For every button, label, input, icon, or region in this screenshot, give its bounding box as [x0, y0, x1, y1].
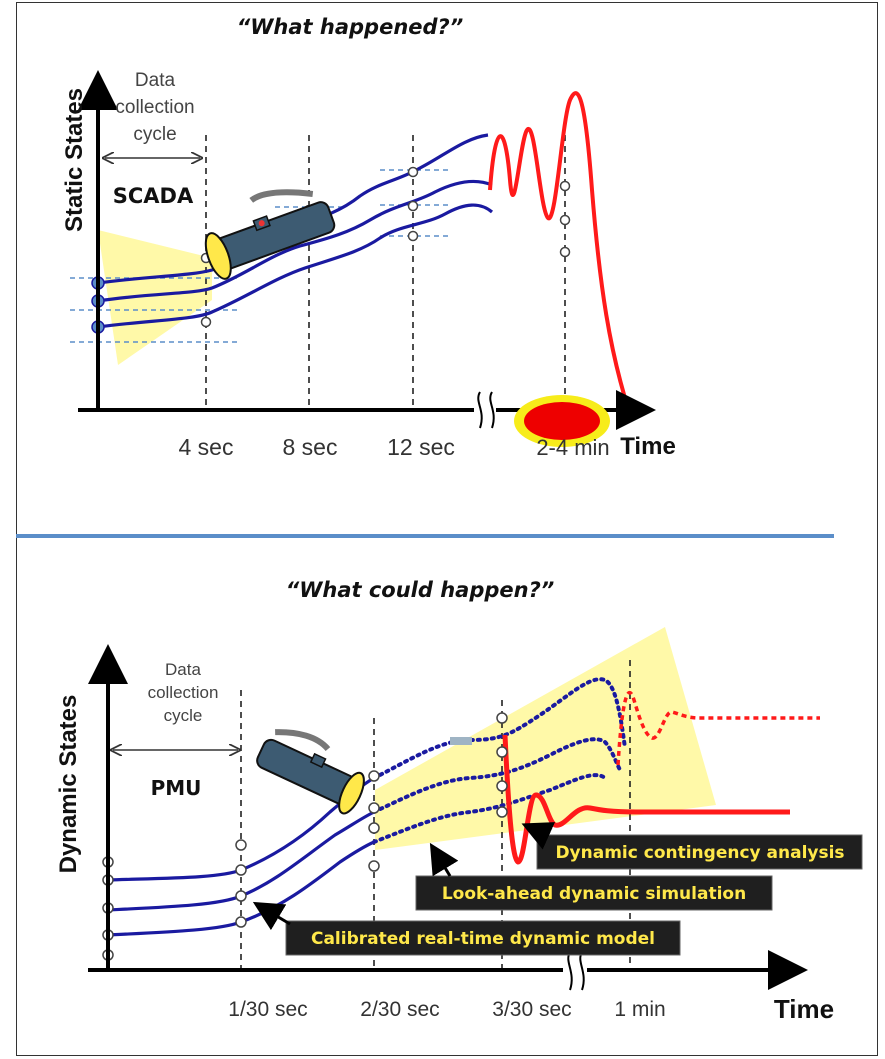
callout-contingency-text: Dynamic contingency analysis [555, 843, 844, 863]
bottom-x-axis-label: Time [774, 994, 834, 1024]
top-tick-label: 12 sec [387, 434, 455, 460]
top-title: “What happened?” [237, 15, 464, 39]
top-cycle-label: Data [135, 70, 176, 91]
bottom-tick-label: 2/30 sec [360, 998, 439, 1021]
top-cycle-label: cycle [133, 124, 176, 145]
callout-lookahead-text: Look-ahead dynamic simulation [442, 884, 746, 904]
bottom-title: “What could happen?” [286, 578, 555, 602]
top-x-axis-label: Time [620, 433, 676, 460]
bottom-samples [102, 712, 508, 961]
top-highlight-spot [524, 402, 600, 440]
top-tick-label: 4 sec [179, 434, 234, 460]
bottom-flashlight-beam [375, 627, 716, 850]
bottom-contingency-dotted [616, 690, 820, 766]
bottom-source-label: PMU [151, 776, 202, 800]
top-source-label: SCADA [113, 184, 194, 208]
callout-contingency: Dynamic contingency analysis [536, 834, 863, 870]
bottom-marker-tab [450, 737, 472, 745]
callout-calibrated-text: Calibrated real-time dynamic model [311, 929, 655, 949]
figure-frame [16, 2, 878, 1056]
top-tick-label: 2-4 min [536, 435, 609, 460]
top-tick-label: 8 sec [283, 434, 338, 460]
bottom-y-axis-label: Dynamic States [55, 695, 82, 874]
top-disturbance-curve [488, 91, 630, 409]
top-y-axis-label: Static States [61, 88, 88, 232]
bottom-cycle-label: cycle [164, 706, 203, 725]
bottom-cycle-label: collection [148, 683, 219, 702]
callout-lookahead: Look-ahead dynamic simulation [415, 875, 773, 911]
bottom-cycle-label: Data [165, 660, 201, 679]
top-cycle-label: collection [115, 97, 194, 118]
top-panel: “What happened?” [61, 15, 676, 460]
flashlight-icon [256, 729, 365, 815]
flashlight-icon [204, 189, 336, 280]
bottom-panel: “What could happen?” [55, 578, 863, 1024]
top-flashlight-beam [98, 230, 212, 365]
top-axis-break [477, 391, 495, 429]
bottom-projected-curves [372, 677, 627, 844]
bottom-tick-label: 1 min [614, 998, 665, 1021]
callout-pointers [252, 822, 556, 931]
bottom-contingency-solid [502, 734, 790, 865]
callout-calibrated: Calibrated real-time dynamic model [285, 920, 681, 956]
bottom-tick-label: 1/30 sec [228, 998, 307, 1021]
bottom-tick-label: 3/30 sec [492, 998, 571, 1021]
